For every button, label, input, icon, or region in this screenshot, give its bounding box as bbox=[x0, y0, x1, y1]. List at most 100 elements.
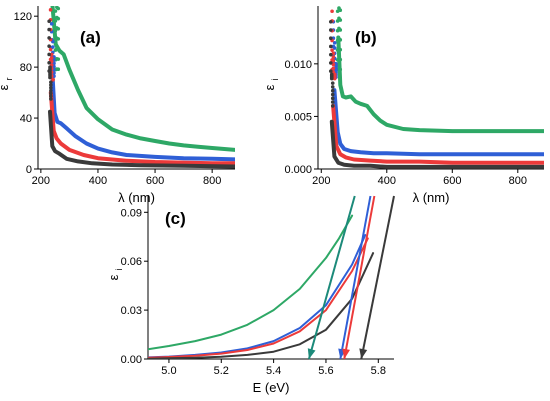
data-marker-green bbox=[338, 28, 343, 32]
panel-label: (a) bbox=[80, 28, 101, 47]
series-line-green bbox=[336, 35, 544, 134]
y-axis-label-subscript: r bbox=[4, 78, 14, 81]
x-tick-label: 5.6 bbox=[318, 365, 333, 377]
tangent-line-teal bbox=[307, 195, 356, 360]
data-marker-green bbox=[56, 16, 61, 21]
plot-area bbox=[47, 6, 235, 169]
y-tick-label: 0.00 bbox=[121, 354, 142, 366]
x-axis-label: λ (nm) bbox=[413, 190, 450, 205]
data-marker-black bbox=[49, 97, 53, 101]
x-tick-label: 800 bbox=[509, 175, 527, 187]
data-marker-green bbox=[56, 67, 61, 72]
data-marker-black bbox=[49, 88, 53, 93]
x-tick-label: 200 bbox=[312, 175, 330, 187]
x-tick-label: 400 bbox=[89, 175, 107, 187]
y-tick-label: 120 bbox=[14, 11, 32, 23]
series-line-red bbox=[48, 90, 235, 166]
y-tick-label: 40 bbox=[20, 113, 32, 125]
panel-label: (c) bbox=[165, 209, 186, 228]
panel-c-bandgap-chart: 5.0 5.2 5.4 5.6 5.80.000.030.060.09E (eV)εi(… bbox=[106, 195, 395, 395]
y-tick-label: 0.005 bbox=[284, 111, 312, 123]
data-marker-green bbox=[53, 9, 58, 13]
data-marker-black bbox=[328, 28, 333, 32]
y-tick-label: 0.010 bbox=[284, 59, 312, 71]
x-tick-label: 600 bbox=[443, 175, 461, 187]
data-marker-black bbox=[49, 85, 53, 90]
data-marker-black bbox=[49, 91, 53, 96]
data-marker-black bbox=[330, 85, 335, 89]
series-line-green bbox=[50, 6, 235, 152]
series-line-blue bbox=[148, 234, 367, 359]
series-line-blue bbox=[332, 88, 544, 157]
data-marker-black bbox=[330, 92, 335, 97]
data-marker-red bbox=[331, 58, 336, 63]
data-marker-black bbox=[330, 100, 335, 104]
data-marker-red bbox=[330, 48, 334, 52]
data-marker-blue bbox=[332, 41, 337, 45]
data-marker-green bbox=[56, 26, 61, 31]
panel-label: (b) bbox=[355, 28, 377, 47]
data-marker-black bbox=[329, 76, 334, 81]
y-axis-label-group: εi bbox=[262, 79, 280, 91]
x-tick-label: 400 bbox=[378, 175, 396, 187]
series-line-black bbox=[329, 119, 544, 169]
series-line-red bbox=[148, 237, 369, 359]
y-tick-label: 80 bbox=[20, 62, 32, 74]
data-marker-black bbox=[49, 80, 53, 84]
y-axis-label: ε bbox=[106, 274, 121, 280]
data-marker-black bbox=[330, 96, 335, 101]
panel-a-real-permittivity-chart: 200 400 600 800 0 40 80 120 λ (nm) εr (a) bbox=[0, 6, 235, 205]
tangent-line-red bbox=[343, 195, 376, 360]
data-marker-black bbox=[328, 52, 333, 57]
y-axis-label-subscript: i bbox=[270, 79, 280, 81]
y-axis-label-subscript: i bbox=[114, 269, 124, 271]
data-marker-black bbox=[47, 19, 51, 24]
x-axis-label: λ (nm) bbox=[118, 190, 155, 205]
data-marker-red bbox=[331, 55, 336, 59]
x-tick-label: 800 bbox=[203, 175, 221, 187]
series-line-green bbox=[148, 214, 354, 351]
plot-area bbox=[328, 6, 544, 169]
y-tick-label: 0 bbox=[26, 164, 32, 176]
data-marker-red bbox=[330, 9, 334, 14]
y-tick-label: 0.09 bbox=[121, 207, 142, 219]
x-tick-label: 600 bbox=[146, 175, 164, 187]
data-marker-blue bbox=[51, 45, 55, 49]
data-marker-green bbox=[53, 28, 58, 33]
data-marker-red bbox=[331, 62, 336, 67]
data-marker-black bbox=[49, 83, 53, 87]
data-marker-black bbox=[47, 52, 51, 57]
data-marker-black bbox=[47, 36, 51, 40]
y-tick-label: 0.000 bbox=[284, 164, 312, 176]
y-axis-label: ε bbox=[0, 84, 11, 90]
data-marker-black bbox=[47, 60, 51, 65]
data-marker-green bbox=[338, 18, 343, 22]
data-marker-green bbox=[338, 47, 343, 52]
data-marker-black bbox=[47, 27, 51, 32]
data-marker-black bbox=[330, 104, 335, 108]
data-marker-black bbox=[328, 36, 333, 41]
data-marker-green bbox=[338, 8, 343, 13]
data-marker-blue bbox=[49, 22, 54, 26]
series-line-black bbox=[48, 109, 235, 169]
data-marker-blue bbox=[332, 46, 337, 50]
data-marker-red bbox=[49, 56, 54, 60]
data-marker-green bbox=[53, 19, 58, 23]
data-marker-green bbox=[56, 37, 61, 41]
data-marker-green bbox=[338, 57, 343, 62]
data-marker-black bbox=[48, 75, 52, 80]
data-marker-red bbox=[48, 47, 53, 52]
y-axis-label: ε bbox=[262, 84, 277, 90]
data-marker-red bbox=[48, 8, 53, 12]
data-marker-green bbox=[338, 38, 343, 42]
data-marker-black bbox=[330, 81, 335, 85]
data-marker-green bbox=[56, 6, 61, 11]
y-axis-label-group: εr bbox=[0, 78, 14, 91]
y-axis-label-group: εi bbox=[106, 269, 124, 281]
data-marker-black bbox=[328, 19, 333, 24]
data-marker-black bbox=[328, 44, 333, 49]
x-tick-label: 5.2 bbox=[214, 365, 229, 377]
data-marker-black bbox=[328, 61, 333, 65]
